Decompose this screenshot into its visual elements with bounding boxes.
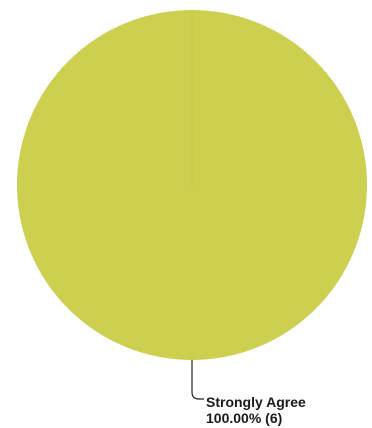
slice-label-name: Strongly Agree	[206, 394, 306, 410]
label-leader-line	[191, 360, 204, 400]
slice-label-percent: 100.00% (6)	[206, 410, 283, 426]
slice-label-strongly-agree: Strongly Agree 100.00% (6)	[206, 394, 306, 426]
